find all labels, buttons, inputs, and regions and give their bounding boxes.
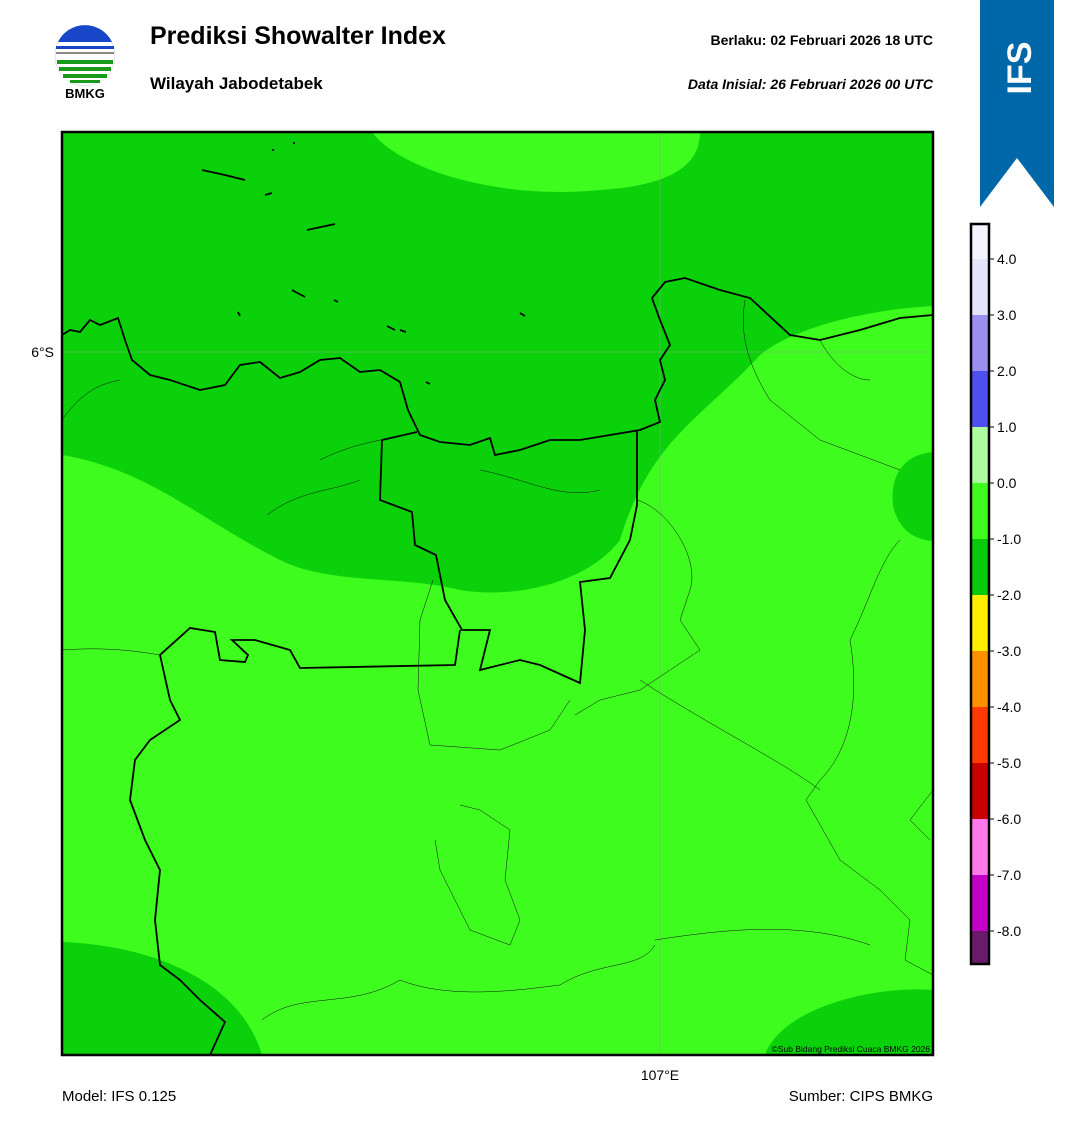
field-dark — [892, 452, 933, 541]
colorbar: 4.0 3.0 2.0 1.0 0.0 -1.0 -2.0 -3.0 -4.0 -5.0 -6.0 -… — [969, 222, 1021, 966]
title: Prediksi Showalter Index — [150, 22, 446, 50]
colorbar-segment — [971, 707, 989, 763]
colorbar-label: 2.0 — [997, 363, 1017, 379]
province-border — [379, 430, 638, 685]
field-dark — [765, 989, 933, 1055]
init-time: Data Inisial: 26 Februari 2026 00 UTC — [688, 76, 934, 92]
colorbar-label: -8.0 — [997, 923, 1021, 939]
logo-text: BMKG — [65, 86, 105, 101]
colorbar-label: 3.0 — [997, 307, 1017, 323]
colorbar-label: 1.0 — [997, 419, 1017, 435]
colorbar-frame — [969, 222, 991, 966]
colorbar-label: 0.0 — [997, 475, 1017, 491]
colorbar-segment — [971, 427, 989, 483]
colorbar-segment — [971, 875, 989, 931]
model-label: Model: IFS 0.125 — [62, 1088, 176, 1105]
colorbar-segment — [971, 371, 989, 427]
source-label: Sumber: CIPS BMKG — [789, 1088, 933, 1105]
island — [201, 142, 526, 385]
colorbar-label: -7.0 — [997, 867, 1021, 883]
colorbar-segment — [971, 651, 989, 707]
colorbar-segment — [971, 483, 989, 539]
coastline — [62, 277, 933, 457]
colorbar-segment — [971, 539, 989, 595]
lat-label: 6°S — [31, 344, 54, 360]
colorbar-segment — [971, 259, 989, 315]
colorbar-label: -1.0 — [997, 531, 1021, 547]
lon-label: 107°E — [641, 1067, 679, 1083]
field-dark — [62, 942, 262, 1055]
province-border — [129, 627, 461, 1055]
logo: BMKG — [54, 25, 116, 101]
model-badge — [980, 0, 1054, 207]
field-dark — [62, 132, 933, 593]
colorbar-segment — [971, 224, 989, 259]
colorbar-segment — [971, 819, 989, 875]
colorbar-segment — [971, 763, 989, 819]
subtitle: Wilayah Jabodetabek — [150, 74, 323, 93]
colorbar-label: -5.0 — [997, 755, 1021, 771]
colorbar-segment — [971, 315, 989, 371]
colorbar-segment — [971, 931, 989, 964]
map: ©Sub Bidang Prediksi Cuaca BMKG 2026 — [62, 132, 933, 1055]
colorbar-label: -2.0 — [997, 587, 1021, 603]
colorbar-segment — [971, 595, 989, 651]
colorbar-label: -3.0 — [997, 643, 1021, 659]
colorbar-label: -4.0 — [997, 699, 1021, 715]
colorbar-label: 4.0 — [997, 251, 1017, 267]
credit: ©Sub Bidang Prediksi Cuaca BMKG 2026 — [772, 1044, 931, 1054]
badge-text: IFS — [1001, 42, 1039, 95]
admin-border — [62, 299, 933, 1021]
map-frame — [60, 130, 935, 1057]
colorbar-label: -6.0 — [997, 811, 1021, 827]
valid-time: Berlaku: 02 Februari 2026 18 UTC — [710, 32, 933, 48]
